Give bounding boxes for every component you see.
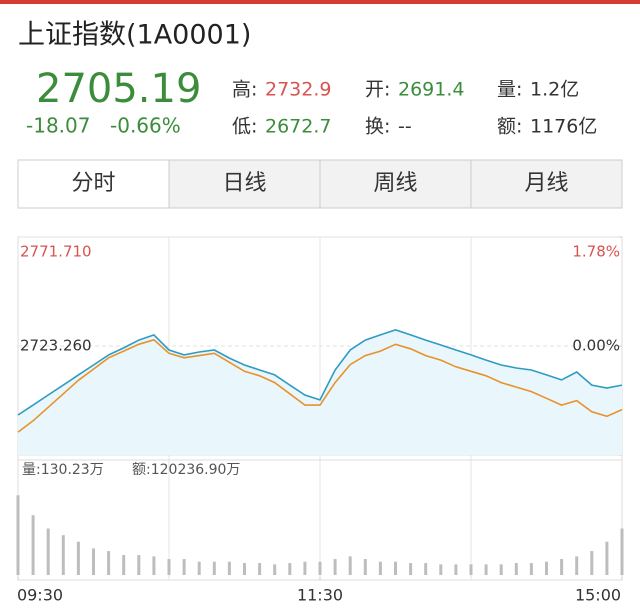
volume-bar (288, 563, 292, 575)
volume-bar (243, 563, 246, 575)
volume-bar (484, 564, 488, 575)
tab-label: 周线 (373, 171, 417, 196)
change: -18.07 (26, 114, 90, 138)
volume-bar (394, 561, 397, 575)
volume-bar (16, 495, 20, 575)
volume-bar (61, 535, 65, 575)
volume-bar (605, 541, 609, 575)
volume-bar (620, 528, 624, 575)
tab-label: 日线 (222, 171, 266, 196)
volume-bar (46, 528, 50, 575)
volume-bar (92, 548, 95, 575)
volume-bar (499, 564, 503, 575)
series-line (17, 338, 623, 433)
volume-bar (439, 564, 443, 575)
stat-label: 换: (365, 116, 390, 138)
volume-bar (363, 559, 367, 575)
volume-bar (575, 556, 579, 575)
volume-bar (590, 551, 594, 575)
stat-value: 2732.9 (265, 79, 331, 101)
volume-bar (560, 559, 564, 575)
volume-bar (137, 555, 141, 575)
volume-text: 量:130.23万 (22, 462, 104, 478)
volume-bar (333, 559, 337, 575)
stat-value: 1.2亿 (530, 79, 579, 101)
tab[interactable] (168, 159, 321, 209)
stat-label: 开: (365, 79, 390, 101)
x-tick-label: 11:30 (297, 586, 343, 605)
amount-text: 额:120236.90万 (132, 462, 240, 478)
volume-bar (409, 563, 413, 575)
volume-bar (167, 559, 171, 575)
stat-label: 高: (232, 79, 257, 101)
volume-bar (197, 561, 201, 575)
tab-label: 分时 (71, 171, 115, 196)
y2-tick-label: 0.00% (572, 337, 620, 355)
volume-bar (182, 559, 186, 575)
stat-value: 2672.7 (265, 116, 331, 138)
volume-bar (227, 561, 231, 575)
volume-bar (258, 563, 262, 575)
top-bar (0, 0, 640, 4)
tab-label: 月线 (524, 171, 568, 196)
y2-tick-label: 1.78% (572, 243, 620, 261)
y-tick-label: 2723.260 (20, 337, 92, 355)
price-area (18, 329, 622, 455)
change-pct: -0.66% (110, 114, 181, 138)
volume-bar (514, 563, 518, 575)
series-line (17, 329, 623, 416)
volume-bar (454, 564, 458, 575)
y-tick-label: 2771.710 (20, 243, 92, 261)
stat-label: 量: (497, 79, 522, 101)
price: 2705.19 (36, 66, 201, 112)
stat-value: 2691.4 (398, 79, 464, 101)
x-tick-label: 15:00 (575, 586, 621, 605)
volume-bar (469, 564, 473, 575)
tab[interactable] (17, 159, 170, 209)
title: 上证指数(1A0001) (18, 20, 251, 51)
volume-bar (545, 561, 548, 575)
volume-bar (348, 556, 352, 575)
stat-value: -- (398, 116, 412, 138)
volume-bar (424, 563, 428, 575)
volume-bar (76, 541, 80, 575)
volume-bar (529, 563, 533, 575)
x-tick-label: 09:30 (17, 586, 63, 605)
tab[interactable] (470, 159, 623, 209)
volume-bar (107, 551, 111, 575)
volume-bar (303, 561, 307, 575)
volume-bar (318, 561, 322, 575)
volume-bar (378, 561, 382, 575)
stat-value: 1176亿 (530, 116, 597, 138)
volume-bar (122, 555, 126, 575)
volume-bar (212, 561, 216, 575)
stat-label: 低: (232, 116, 257, 138)
volume-bar (152, 556, 156, 575)
volume-bar (273, 564, 277, 575)
stat-label: 额: (497, 116, 522, 138)
volume-bar (31, 515, 35, 575)
